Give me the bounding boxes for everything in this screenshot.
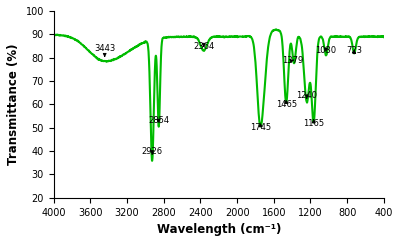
X-axis label: Wavelength (cm⁻¹): Wavelength (cm⁻¹)	[156, 223, 281, 236]
Text: 2364: 2364	[193, 42, 214, 51]
Text: 1165: 1165	[303, 119, 324, 128]
Text: 723: 723	[346, 46, 362, 55]
Text: 1745: 1745	[250, 123, 271, 132]
Text: 1465: 1465	[276, 100, 297, 109]
Text: 1240: 1240	[296, 91, 317, 100]
Text: 1030: 1030	[316, 46, 337, 55]
Text: 2854: 2854	[148, 116, 169, 125]
Y-axis label: Transmittance (%): Transmittance (%)	[7, 43, 20, 165]
Text: 2926: 2926	[142, 147, 163, 156]
Text: 1379: 1379	[282, 56, 304, 65]
Text: 3443: 3443	[94, 44, 115, 56]
